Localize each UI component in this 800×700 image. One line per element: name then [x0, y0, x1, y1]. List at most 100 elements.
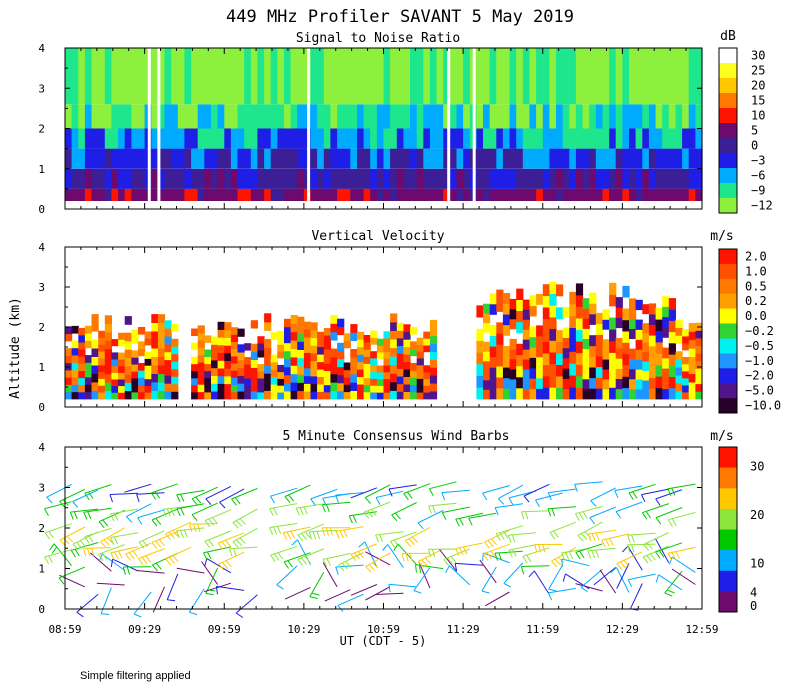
wind-barb [83, 547, 112, 557]
snr-cell [376, 148, 385, 169]
snr-cell [675, 128, 683, 149]
vv-cell [211, 352, 219, 361]
snr-cell [317, 148, 325, 169]
vv-cell [297, 374, 305, 383]
snr-cell [695, 188, 703, 201]
vv-cell [390, 381, 398, 391]
vv-cell [516, 343, 524, 356]
vv-cell [124, 357, 132, 367]
colorbar-label: −0.5 [745, 339, 774, 353]
vv-cell [695, 360, 703, 369]
snr-cell [211, 188, 219, 201]
vv-cell [489, 335, 497, 347]
wind-barb [610, 567, 630, 593]
snr-cell [443, 104, 451, 129]
vv-cell [131, 336, 139, 344]
vv-cell [396, 322, 404, 331]
vv-cell [410, 370, 418, 378]
vv-cell [602, 339, 610, 350]
wind-barb [204, 530, 232, 549]
snr-cell [622, 148, 630, 169]
vv-cell [323, 328, 331, 336]
vv-cell [496, 388, 504, 400]
snr-cell [217, 188, 225, 201]
vv-cell [682, 364, 690, 372]
vv-cell [569, 303, 577, 317]
wind-barb [520, 510, 550, 520]
snr-cell [483, 104, 491, 129]
snr-cell [65, 128, 73, 149]
vv-cell [164, 343, 172, 353]
vv-cell [323, 349, 331, 357]
snr-cell [177, 148, 185, 169]
vv-cell [615, 368, 623, 379]
snr-cell [370, 188, 378, 201]
vv-cell [211, 336, 219, 345]
vv-cell [569, 315, 577, 328]
snr-cell [277, 188, 285, 201]
vv-cell [204, 377, 212, 386]
vv-cell [522, 339, 530, 350]
vv-cell [516, 288, 524, 300]
vv-cell [297, 325, 305, 334]
snr-cell [78, 48, 86, 105]
snr-cell [655, 148, 663, 169]
snr-cell [211, 168, 219, 189]
vv-cell [589, 345, 597, 357]
snr-cell [602, 148, 610, 169]
vv-cell [164, 383, 172, 392]
snr-cell [536, 128, 544, 149]
snr-cell [569, 148, 577, 169]
vv-cell [264, 313, 272, 323]
snr-cell [595, 148, 603, 169]
vv-cell [403, 376, 411, 385]
wind-barb [641, 503, 669, 520]
snr-cell [629, 168, 637, 189]
vv-cell [98, 371, 106, 379]
snr-cell [429, 188, 438, 201]
vv-cell [575, 364, 584, 377]
vv-cell [602, 389, 610, 400]
vv-cell [317, 384, 325, 392]
snr-cell [582, 128, 590, 149]
snr-cell [138, 48, 146, 105]
snr-cell [350, 188, 358, 201]
snr-cell [416, 104, 424, 129]
vv-cell [615, 388, 623, 400]
snr-cell [549, 128, 557, 149]
colorbar-swatch [719, 78, 737, 94]
snr-cell [191, 104, 199, 129]
snr-cell [556, 188, 564, 201]
snr-cell [668, 128, 676, 149]
vv-cell [429, 383, 438, 392]
wind-barb [391, 502, 417, 522]
vv-cell [284, 374, 292, 384]
vv-cell [403, 391, 411, 400]
wind-barb [72, 489, 99, 508]
vv-cell [675, 351, 683, 360]
wind-barb [616, 551, 643, 570]
snr-cell [71, 104, 79, 129]
wind-barb [350, 543, 378, 562]
snr-cell [688, 104, 696, 129]
snr-cell [536, 104, 544, 129]
vv-cell [144, 358, 152, 366]
vv-cell [211, 344, 219, 353]
vv-cell [84, 362, 93, 371]
vv-cell [383, 338, 391, 346]
wind-barb [191, 502, 218, 522]
snr-cell [171, 104, 179, 129]
vv-cell [98, 337, 106, 345]
wind-barb [150, 483, 178, 500]
snr-cell [516, 168, 524, 189]
vv-cell [642, 370, 650, 381]
vv-cell [164, 320, 172, 329]
wind-barb [520, 565, 550, 575]
vv-cell [204, 370, 212, 379]
vv-cell [522, 369, 530, 380]
snr-cell [104, 48, 112, 105]
vv-cell [310, 391, 318, 400]
vv-cell [310, 322, 318, 331]
wind-barb [72, 531, 99, 551]
vv-cell [483, 360, 491, 371]
